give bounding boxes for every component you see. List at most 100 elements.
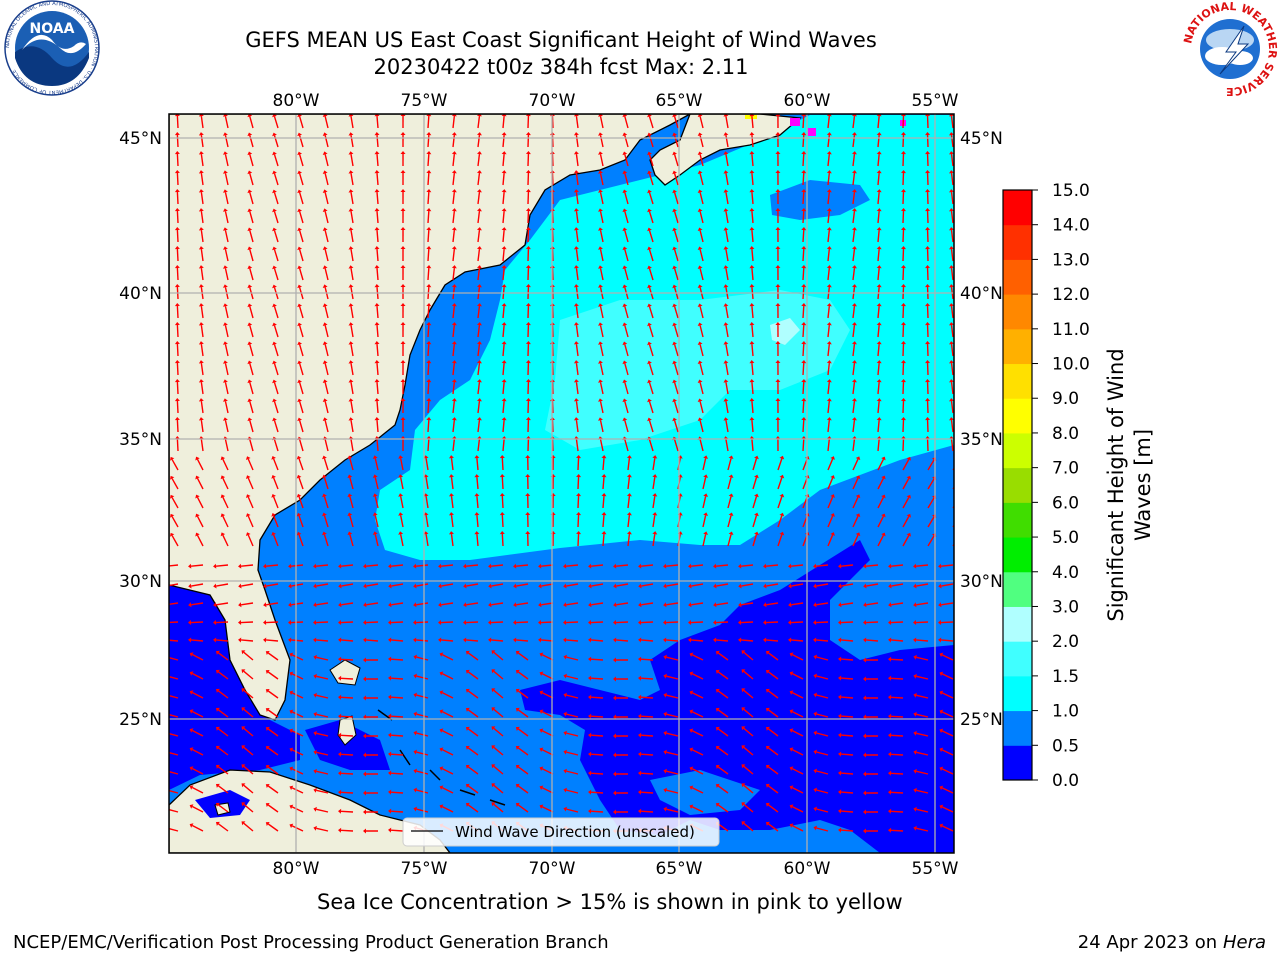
wind-wave-arrow — [640, 696, 654, 699]
wind-wave-arrowhead — [348, 322, 354, 326]
wind-wave-arrowhead — [588, 694, 592, 700]
wind-wave-arrowhead — [388, 620, 392, 626]
wind-wave-arrowhead — [906, 475, 911, 480]
wind-wave-arrowhead — [638, 751, 642, 757]
wind-wave-arrowhead — [949, 417, 954, 421]
wind-wave-arrowhead — [672, 341, 677, 346]
wind-wave-arrow — [376, 267, 379, 281]
wind-wave-arrow — [316, 751, 329, 756]
wind-wave-arrow — [266, 583, 279, 587]
wind-wave-arrow — [169, 732, 179, 737]
wind-wave-arrowhead — [426, 151, 432, 155]
wind-wave-arrowhead — [247, 398, 253, 403]
wind-wave-arrowhead — [863, 563, 867, 569]
wind-wave-arrowhead — [388, 637, 392, 643]
wind-wave-arrow — [575, 268, 579, 281]
wind-wave-arrow — [777, 515, 783, 528]
wind-wave-arrow — [315, 639, 329, 642]
wind-wave-arrow — [673, 401, 679, 414]
wind-wave-arrowhead — [388, 713, 392, 719]
wind-wave-arrow — [467, 785, 479, 794]
wind-wave-arrowhead — [525, 227, 531, 231]
colorbar-tick-label: 3.0 — [1052, 597, 1079, 617]
wind-wave-arrow — [927, 535, 935, 547]
wind-wave-arrowhead — [374, 265, 380, 269]
wind-wave-arrowhead — [900, 265, 906, 269]
wind-wave-arrowhead — [476, 360, 482, 364]
wind-wave-arrowhead — [465, 669, 470, 674]
wind-wave-arrow — [291, 787, 304, 794]
wind-wave-arrowhead — [247, 360, 253, 365]
wind-wave-arrow — [566, 732, 579, 737]
wind-wave-arrowhead — [626, 512, 632, 516]
wind-wave-arrow — [852, 401, 856, 414]
wind-wave-arrowhead — [322, 265, 328, 269]
wind-wave-arrow — [217, 747, 229, 756]
wind-wave-arrowhead — [388, 675, 392, 681]
wind-wave-arrow — [840, 791, 854, 794]
wind-wave-arrowhead — [388, 827, 392, 833]
wind-wave-arrow — [291, 749, 304, 756]
wind-wave-arrowhead — [322, 531, 327, 536]
wind-wave-arrow — [741, 602, 754, 606]
lon-label-top: 75°W — [401, 91, 448, 111]
wind-wave-arrow — [176, 343, 179, 357]
wind-wave-arrow — [725, 268, 729, 281]
wind-wave-arrowhead — [789, 804, 794, 809]
wind-wave-arrow — [890, 715, 904, 718]
wind-wave-arrowhead — [222, 227, 228, 231]
wind-wave-arrowhead — [851, 151, 857, 155]
wind-wave-arrow — [376, 419, 379, 433]
wind-wave-arrowhead — [451, 132, 457, 136]
wind-wave-arrowhead — [322, 132, 328, 136]
wind-wave-arrowhead — [775, 436, 781, 440]
wind-wave-arrow — [765, 564, 779, 567]
wind-wave-arrow — [176, 400, 179, 414]
wind-wave-arrowhead — [598, 189, 603, 193]
wind-wave-arrowhead — [588, 789, 592, 795]
wind-wave-arrowhead — [525, 303, 531, 307]
wind-wave-arrowhead — [451, 398, 457, 402]
wind-wave-arrowhead — [838, 620, 842, 626]
wind-wave-arrow — [224, 325, 229, 338]
wind-wave-arrowhead — [672, 417, 677, 422]
wind-wave-arrow — [624, 116, 629, 129]
wind-wave-arrowhead — [222, 265, 228, 269]
wind-wave-arrow — [840, 621, 854, 624]
wind-wave-arrow — [691, 711, 704, 718]
wind-wave-arrow — [427, 305, 430, 319]
wind-wave-arrow — [477, 306, 481, 319]
wind-wave-arrow — [298, 496, 304, 509]
wind-wave-arrowhead — [754, 493, 759, 498]
lat-label-right: 45°N — [960, 129, 1003, 149]
wind-wave-arrow — [298, 420, 304, 433]
wind-wave-arrowhead — [241, 745, 246, 750]
wind-wave-arrowhead — [247, 189, 253, 194]
wind-wave-arrow — [476, 533, 479, 547]
wind-wave-arrow — [517, 709, 529, 718]
wind-wave-arrowhead — [925, 303, 931, 307]
wind-wave-arrow — [840, 677, 854, 680]
wind-wave-arrowhead — [398, 512, 404, 516]
wind-wave-arrow — [716, 583, 729, 587]
wind-wave-arrowhead — [741, 688, 746, 693]
wind-wave-arrowhead — [613, 637, 617, 643]
wind-wave-arrow — [427, 229, 430, 243]
wind-wave-arrow — [751, 324, 754, 338]
wind-wave-arrowhead — [539, 652, 544, 657]
wind-wave-arrow — [852, 268, 856, 281]
wind-wave-arrow — [243, 765, 254, 775]
wind-wave-arrowhead — [338, 789, 342, 795]
wind-wave-arrowhead — [576, 474, 582, 478]
wind-wave-arrowhead — [372, 531, 378, 535]
wind-wave-arrowhead — [245, 513, 251, 517]
wind-wave-arrow — [452, 134, 456, 148]
wind-wave-arrow — [916, 656, 929, 661]
wind-wave-arrowhead — [949, 151, 954, 155]
wind-wave-arrow — [176, 229, 179, 243]
wind-wave-arrow — [652, 477, 656, 490]
wind-wave-arrowhead — [573, 284, 579, 288]
wind-wave-arrow — [477, 344, 481, 357]
wind-wave-arrow — [541, 749, 554, 756]
wind-wave-arrowhead — [538, 620, 542, 626]
